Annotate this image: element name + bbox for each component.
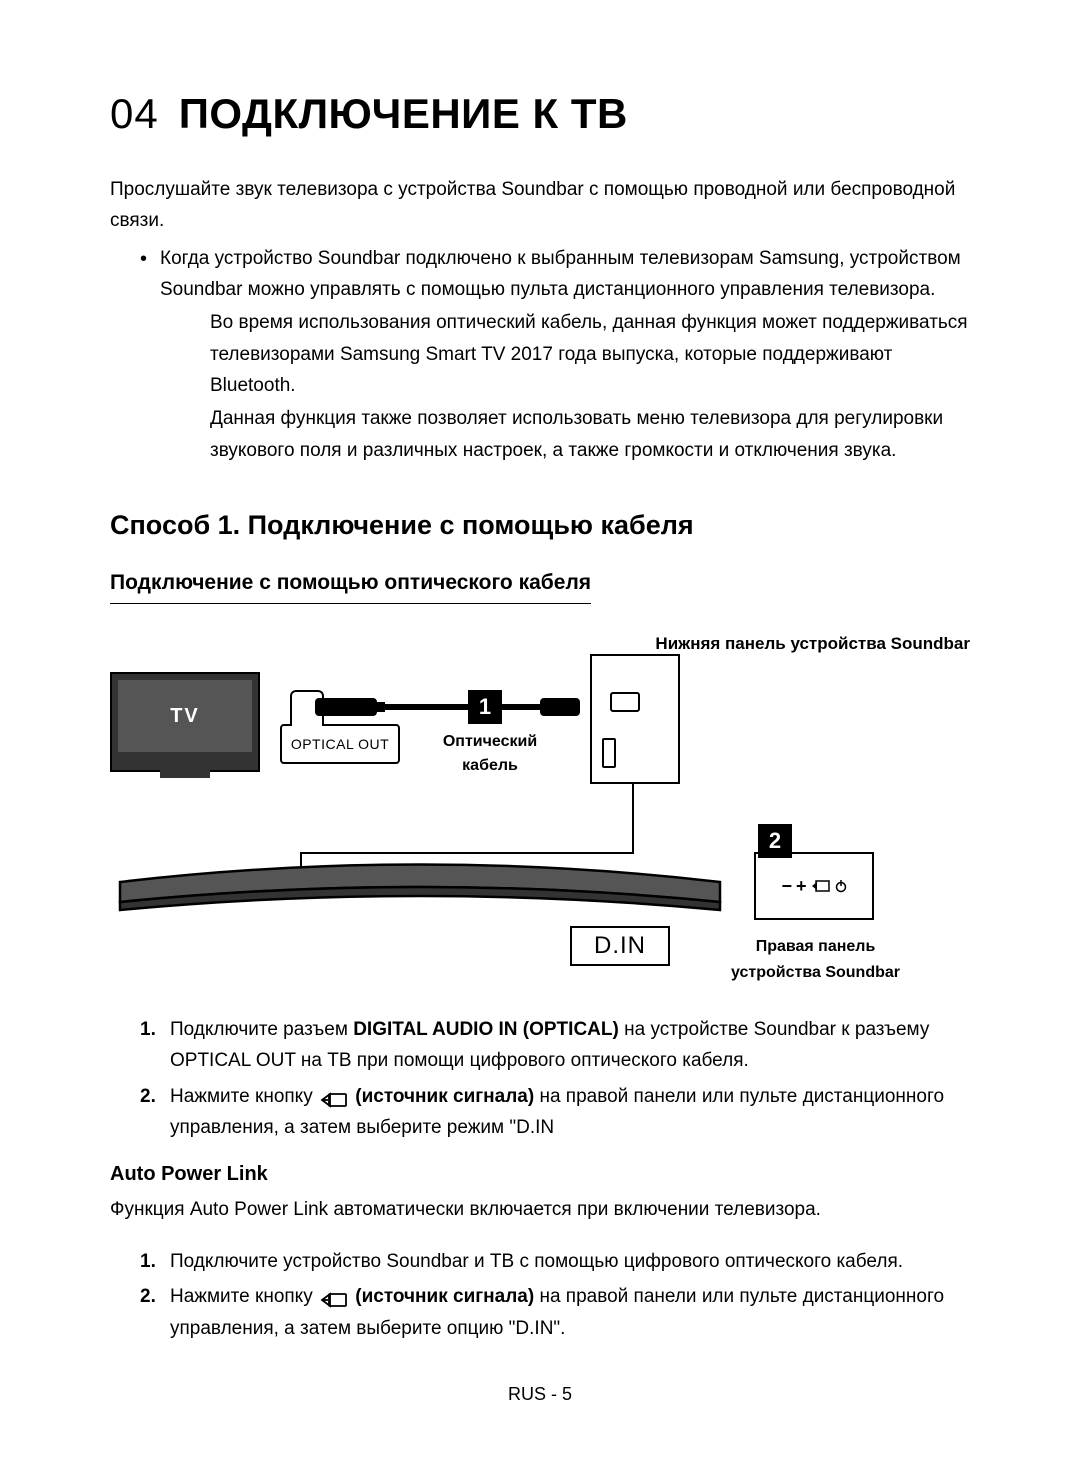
step-b1: Подключите устройство Soundbar и ТВ с по…	[140, 1246, 970, 1277]
bullet-list: Когда устройство Soundbar подключено к в…	[110, 243, 970, 306]
bottom-caption-l2: устройства Soundbar	[731, 964, 900, 981]
tv-icon: TV	[110, 672, 260, 772]
sub-note-1: Во время использования оптический кабель…	[110, 307, 970, 401]
pointer-line-icon	[632, 784, 634, 854]
tv-stand-icon	[160, 770, 210, 778]
step-a2-pre: Нажмите кнопку	[170, 1086, 318, 1107]
sub-note-2: Данная функция также позволяет использов…	[110, 403, 970, 466]
step-a2: Нажмите кнопку (источник сигнала) на пра…	[140, 1081, 970, 1144]
steps-list-b: Подключите устройство Soundbar и ТВ с по…	[110, 1246, 970, 1344]
step-marker-2: 2	[758, 824, 792, 858]
soundbar-body-icon	[110, 852, 730, 914]
step-b2: Нажмите кнопку (источник сигнала) на пра…	[140, 1281, 970, 1344]
bullet-item: Когда устройство Soundbar подключено к в…	[140, 243, 970, 306]
cable-label-line2: кабель	[462, 757, 518, 774]
soundbar-bottom-panel-icon	[590, 654, 680, 784]
step-a1: Подключите разъем DIGITAL AUDIO IN (OPTI…	[140, 1014, 970, 1077]
diagram-top-caption: Нижняя панель устройства Soundbar	[655, 634, 970, 654]
optical-out-port: OPTICAL OUT	[280, 724, 400, 764]
page-footer: RUS - 5	[110, 1384, 970, 1405]
tv-label: TV	[118, 680, 252, 752]
intro-paragraph: Прослушайте звук телевизора с устройства…	[110, 174, 970, 237]
step-b2-pre: Нажмите кнопку	[170, 1286, 318, 1307]
soundbar-side-panel-icon: − +	[754, 852, 874, 920]
chapter-title: ПОДКЛЮЧЕНИЕ К ТВ	[179, 90, 628, 138]
soundbar-svg-icon	[110, 852, 730, 914]
chapter-heading: 04 ПОДКЛЮЧЕНИЕ К ТВ	[110, 90, 970, 138]
source-icon	[320, 1288, 348, 1306]
method-1-heading: Способ 1. Подключение с помощью кабеля	[110, 510, 970, 541]
cable-label-line1: Оптический	[443, 733, 537, 750]
steps-list-a: Подключите разъем DIGITAL AUDIO IN (OPTI…	[110, 1014, 970, 1143]
connection-diagram: Нижняя панель устройства Soundbar TV OPT…	[110, 634, 970, 994]
diagram-bottom-caption: Правая панель устройства Soundbar	[731, 934, 900, 985]
bottom-caption-l1: Правая панель	[756, 938, 876, 955]
source-mini-icon	[811, 879, 831, 893]
autopower-desc: Функция Auto Power Link автоматически вк…	[110, 1194, 970, 1225]
step-a1-bold: DIGITAL AUDIO IN (OPTICAL)	[353, 1019, 619, 1040]
cable-connector-left-icon	[315, 698, 377, 716]
cable-label: Оптический кабель	[425, 730, 555, 778]
source-icon	[320, 1088, 348, 1106]
autopower-heading: Auto Power Link	[110, 1163, 970, 1186]
step-a1-pre: Подключите разъем	[170, 1019, 353, 1040]
chapter-number: 04	[110, 90, 159, 138]
step-marker-1: 1	[468, 690, 502, 724]
step-a2-bold: (источник сигнала)	[350, 1086, 534, 1107]
optical-subheading: Подключение с помощью оптического кабеля	[110, 571, 591, 604]
din-mode-label: D.IN	[570, 926, 670, 966]
cable-connector-right-icon	[540, 698, 580, 716]
power-mini-icon	[835, 879, 847, 893]
step-b2-bold: (источник сигнала)	[350, 1286, 534, 1307]
